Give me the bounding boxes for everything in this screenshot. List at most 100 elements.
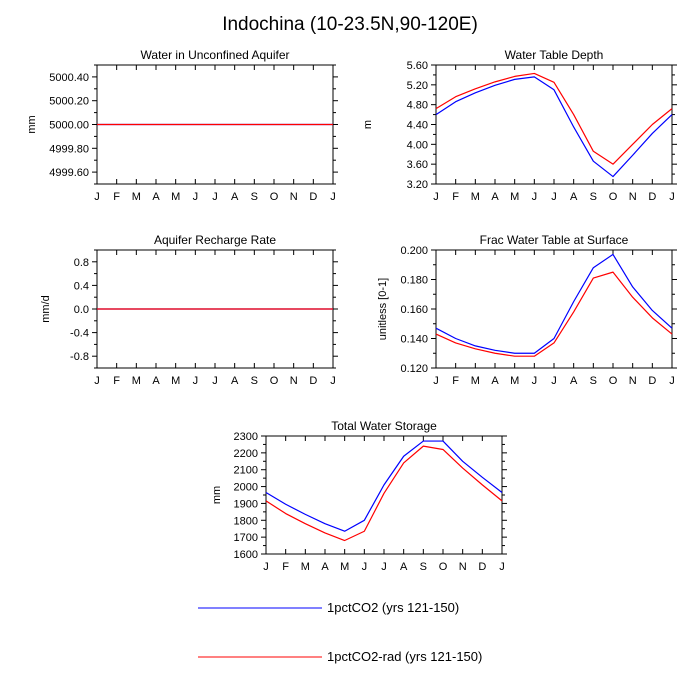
x-tick-label: O: [270, 375, 279, 387]
x-tick-label: O: [439, 561, 448, 573]
x-tick-label: N: [290, 375, 298, 387]
x-tick-label: J: [532, 375, 538, 387]
x-tick-label: F: [282, 561, 289, 573]
x-tick-label: J: [433, 375, 439, 387]
legend-label-1pctco2-rad: 1pctCO2-rad (yrs 121-150): [327, 649, 482, 664]
y-tick-label: 5.60: [407, 60, 428, 72]
x-tick-label: M: [510, 375, 519, 387]
x-tick-label: F: [113, 375, 120, 387]
y-tick-label: 5000.40: [49, 72, 89, 84]
x-tick-label: S: [590, 375, 597, 387]
x-tick-label: A: [152, 191, 160, 203]
y-tick-label: 0.120: [400, 363, 428, 375]
y-tick-label: 5000.00: [49, 120, 89, 132]
y-axis-label: unitless [0-1]: [377, 278, 389, 340]
x-tick-label: N: [290, 191, 298, 203]
x-tick-label: N: [629, 191, 637, 203]
x-tick-label: A: [491, 375, 499, 387]
x-tick-label: M: [510, 191, 519, 203]
x-tick-label: M: [340, 561, 349, 573]
x-tick-label: J: [532, 191, 538, 203]
y-tick-label: 3.20: [407, 179, 428, 191]
legend: 1pctCO2 (yrs 121-150) 1pctCO2-rad (yrs 1…: [198, 600, 482, 664]
y-tick-label: -0.8: [70, 351, 89, 363]
x-tick-label: D: [648, 375, 656, 387]
y-axis-label: mm: [211, 486, 223, 504]
x-tick-label: A: [231, 191, 239, 203]
x-tick-label: D: [478, 561, 486, 573]
x-tick-label: J: [381, 561, 387, 573]
y-tick-label: -0.4: [70, 328, 89, 340]
x-tick-label: J: [212, 375, 218, 387]
series-line-1pctco2-rad: [265, 445, 503, 542]
series-line-1pctco2: [435, 253, 673, 354]
x-tick-label: J: [669, 191, 675, 203]
x-tick-label: M: [471, 191, 480, 203]
x-tick-label: M: [171, 191, 180, 203]
panel-title: Total Water Storage: [331, 419, 437, 433]
y-axis-label: m: [362, 120, 374, 129]
y-tick-label: 1900: [234, 498, 258, 510]
x-tick-label: N: [459, 561, 467, 573]
y-tick-label: 2000: [234, 482, 258, 494]
x-tick-label: J: [551, 375, 557, 387]
legend-item: 1pctCO2 (yrs 121-150): [198, 600, 459, 615]
panel-title: Aquifer Recharge Rate: [154, 233, 276, 247]
y-tick-label: 5.20: [407, 80, 428, 92]
figure-title: Indochina (10-23.5N,90-120E): [222, 14, 478, 35]
x-tick-label: J: [212, 191, 218, 203]
x-tick-label: J: [362, 561, 368, 573]
x-tick-label: M: [171, 375, 180, 387]
y-tick-label: 2100: [234, 465, 258, 477]
x-tick-label: A: [491, 191, 499, 203]
y-axis-label: mm: [26, 115, 38, 133]
y-tick-label: 0.8: [74, 257, 89, 269]
x-tick-label: J: [94, 375, 100, 387]
x-tick-label: J: [330, 191, 336, 203]
y-tick-label: 1800: [234, 515, 258, 527]
x-tick-label: A: [321, 561, 329, 573]
x-tick-label: A: [400, 561, 408, 573]
x-tick-label: S: [251, 191, 258, 203]
panel-title: Water Table Depth: [505, 48, 604, 62]
y-tick-label: 0.200: [400, 245, 428, 257]
legend-label-1pctco2: 1pctCO2 (yrs 121-150): [327, 600, 459, 615]
series-line-1pctco2-rad: [435, 271, 673, 357]
y-tick-label: 4.00: [407, 139, 428, 151]
x-tick-label: O: [270, 191, 279, 203]
plot-frame: [265, 435, 503, 555]
x-tick-label: J: [433, 191, 439, 203]
series-line-1pctco2: [265, 440, 503, 532]
y-tick-label: 0.4: [74, 280, 89, 292]
x-tick-label: J: [551, 191, 557, 203]
x-tick-label: S: [251, 375, 258, 387]
x-tick-label: M: [301, 561, 310, 573]
x-tick-label: J: [330, 375, 336, 387]
x-tick-label: D: [648, 191, 656, 203]
plot-frame: [435, 249, 673, 369]
x-tick-label: S: [590, 191, 597, 203]
x-tick-label: A: [231, 375, 239, 387]
x-tick-label: A: [570, 191, 578, 203]
y-tick-label: 3.60: [407, 159, 428, 171]
x-tick-label: J: [669, 375, 675, 387]
panel-title: Water in Unconfined Aquifer: [141, 48, 290, 62]
x-tick-label: O: [609, 191, 618, 203]
y-tick-label: 0.140: [400, 334, 428, 346]
x-tick-label: J: [94, 191, 100, 203]
y-tick-label: 2200: [234, 448, 258, 460]
x-tick-label: J: [499, 561, 505, 573]
x-tick-label: A: [570, 375, 578, 387]
series-line-1pctco2-rad: [435, 72, 673, 165]
y-tick-label: 1600: [234, 549, 258, 561]
x-tick-label: F: [113, 191, 120, 203]
x-tick-label: S: [420, 561, 427, 573]
x-tick-label: M: [471, 375, 480, 387]
panel-title: Frac Water Table at Surface: [480, 233, 629, 247]
x-tick-label: M: [132, 375, 141, 387]
